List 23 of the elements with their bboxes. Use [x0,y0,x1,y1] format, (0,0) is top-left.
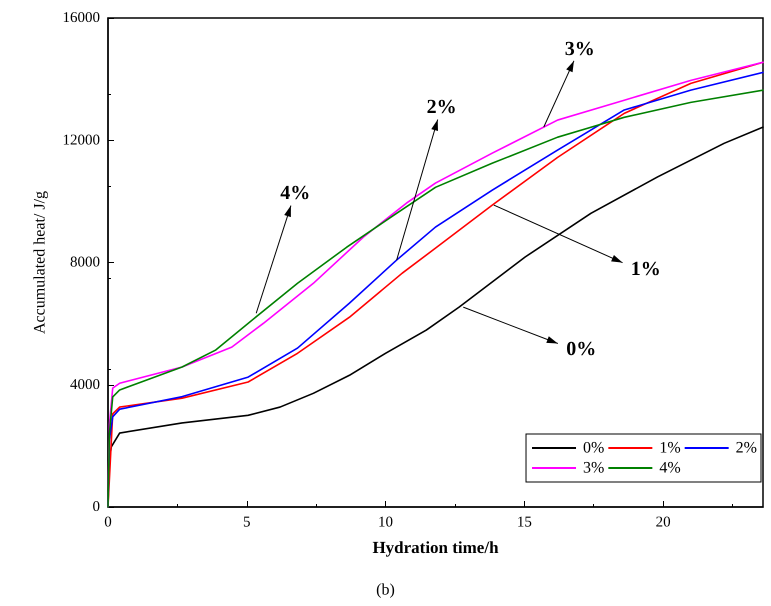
x-tick-label: 15 [516,514,532,530]
annotation: 4% [280,182,310,204]
y-tick-label: 16000 [62,10,100,26]
text: (b) [376,582,395,598]
x-tick-label: 10 [378,514,394,530]
y-axis-title: Accumulated heat/ J/g [32,190,48,334]
x-tick-label: 5 [243,514,251,530]
legend-label: 1% [659,440,681,456]
legend-label: 3% [583,460,604,476]
x-tick-label: 0 [104,514,112,530]
legend-label: 2% [736,440,757,456]
y-tick-label: 12000 [62,132,100,148]
x-axis-title: Hydration time/h [372,538,500,557]
legend-label: 0% [583,440,604,456]
annotation: 3% [564,38,595,60]
annotation: 1% [630,258,661,280]
x-tick-label: 20 [656,514,671,530]
annotation: 2% [426,96,457,118]
y-tick-label: 0 [92,499,100,515]
y-tick-label: 8000 [70,254,100,270]
annotation: 0% [566,338,596,360]
legend-label: 4% [659,460,681,476]
y-tick-label: 4000 [70,376,100,393]
